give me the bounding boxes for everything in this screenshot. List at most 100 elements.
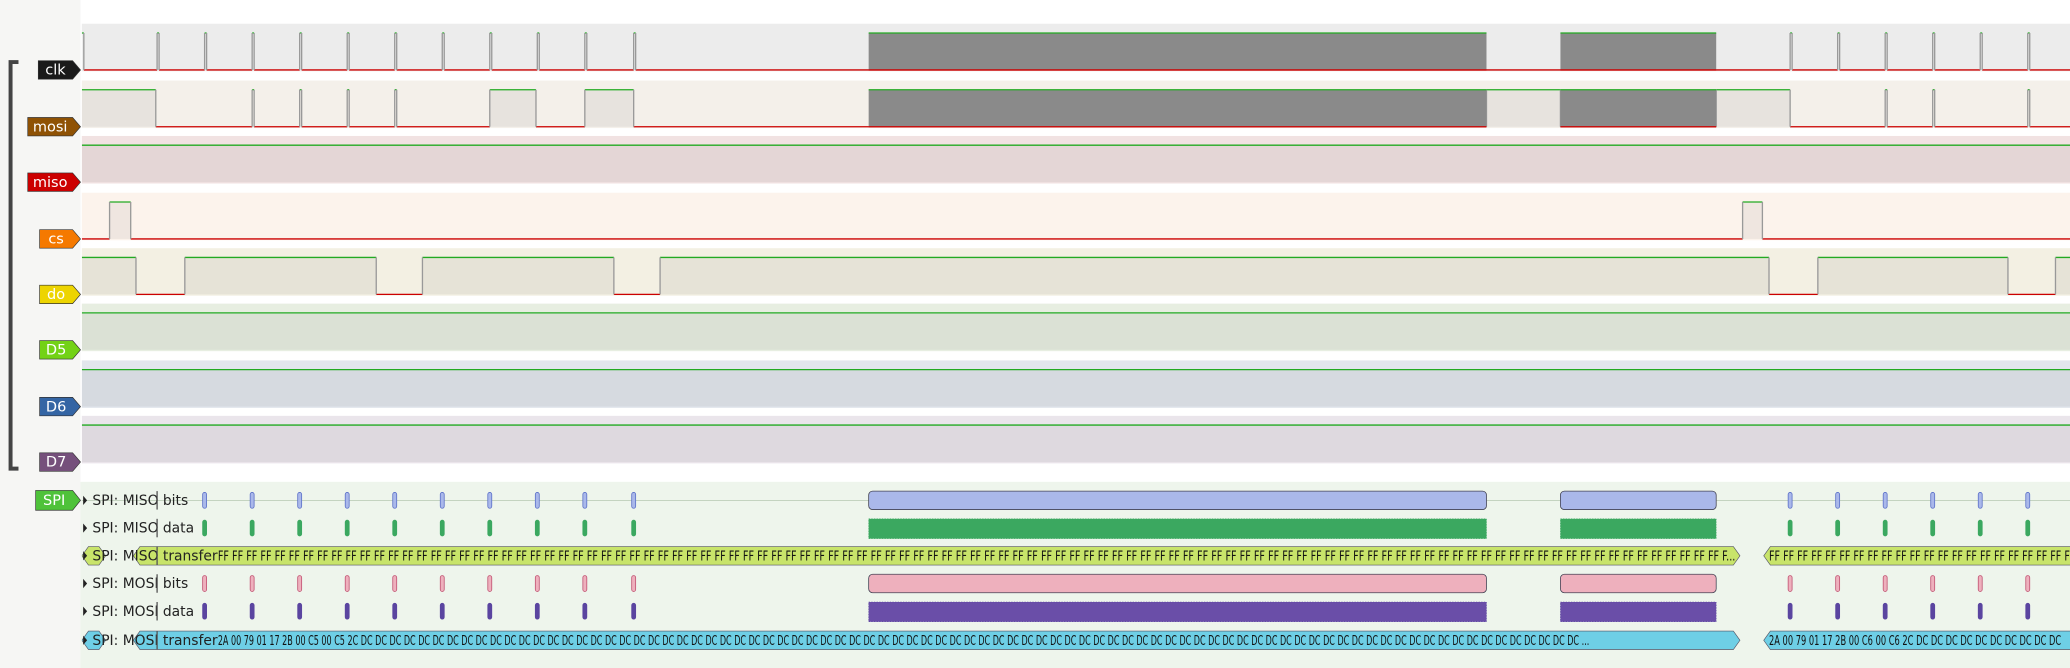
bit-mark <box>202 602 208 620</box>
bit-mark <box>1882 575 1888 592</box>
decoder-row-label: SPI: MISO data <box>92 521 194 537</box>
channel-label: do <box>47 287 65 303</box>
bit-mark <box>1835 519 1841 537</box>
edge <box>108 201 1764 239</box>
channel-tag <box>39 284 81 304</box>
bit-mark <box>439 602 445 620</box>
bit-mark <box>487 519 493 537</box>
bit-mark <box>249 602 255 620</box>
bits-block <box>1560 490 1717 510</box>
bit-mark <box>392 519 398 537</box>
transfer-annotation <box>81 630 107 650</box>
high-fill <box>489 89 536 127</box>
bits-block <box>868 490 1487 510</box>
bit-mark <box>1930 575 1936 592</box>
labels: clk mosi miso cs do D5 D6 D7 SPI SPI: MISO bits SP… <box>27 60 218 650</box>
high-fill <box>81 89 156 127</box>
high-fill <box>1817 257 2008 295</box>
row-expander[interactable] <box>83 635 88 645</box>
bit-mark <box>249 519 255 537</box>
channel-label: D5 <box>46 343 66 359</box>
bit-mark <box>297 519 303 537</box>
bit-mark <box>344 492 350 509</box>
bit-mark <box>582 519 588 537</box>
bit-mark <box>534 602 540 620</box>
dense-activity <box>1560 33 1717 70</box>
bit-mark <box>631 519 637 537</box>
bit-mark <box>249 575 255 592</box>
bit-mark <box>487 492 493 509</box>
bit-mark <box>534 492 540 509</box>
data-block <box>1560 518 1717 539</box>
decoder-row-label: SPI: MOSI transfer <box>92 633 218 649</box>
bit-mark <box>631 575 637 592</box>
channel-tag <box>39 397 81 417</box>
bit-mark <box>1787 575 1793 592</box>
row-expander[interactable] <box>83 523 88 533</box>
transfer-annotation <box>1763 546 2070 566</box>
bit-mark <box>297 575 303 592</box>
high-fill <box>81 425 2070 463</box>
transfer-annotation <box>132 630 1741 650</box>
bit-mark <box>297 492 303 509</box>
bit-mark <box>1930 519 1936 537</box>
bit-mark <box>582 602 588 620</box>
transfer-text: 2A 00 79 01 17 2B 00 C6 00 C6 2C DC DC D… <box>1769 634 2061 649</box>
decoder-row-label: SPI: MOSI data <box>92 604 194 620</box>
channel-label: mosi <box>33 119 68 135</box>
high-fill <box>1486 89 1561 127</box>
bit-mark <box>1977 602 1983 620</box>
transfer-annotation <box>81 546 107 566</box>
high-fill <box>184 257 377 295</box>
bits-block <box>868 573 1487 594</box>
channel-band <box>81 303 2070 352</box>
bit-mark <box>297 602 303 620</box>
data-block <box>868 518 1487 539</box>
channel-tag <box>27 172 81 192</box>
decoder-row-label: SPI: MOSI bits <box>92 576 188 592</box>
dense-activity <box>1560 89 1717 127</box>
high-fill <box>81 145 2070 183</box>
bit-mark <box>1977 519 1983 537</box>
bit-mark <box>1787 492 1793 509</box>
bit-mark <box>249 492 255 509</box>
edge <box>135 257 2057 295</box>
high-fill <box>1716 89 1791 127</box>
transfer-text: FF FF FF FF FF FF FF FF FF FF FF FF FF F… <box>1769 549 2070 564</box>
bit-mark <box>534 575 540 592</box>
channel-band <box>81 248 2070 296</box>
decoder-row-label: SPI: MISO bits <box>92 493 188 509</box>
high-fill <box>109 201 131 239</box>
group-bracket <box>8 60 19 471</box>
row-expander[interactable] <box>83 551 88 561</box>
channel-tag <box>39 340 81 360</box>
high-fill <box>81 369 2070 407</box>
channel-band <box>81 360 2070 408</box>
bit-mark <box>487 575 493 592</box>
bit-mark <box>1882 519 1888 537</box>
high-fill <box>2055 257 2070 295</box>
bit-mark <box>344 602 350 620</box>
channel-tag <box>35 490 81 511</box>
bit-mark <box>392 602 398 620</box>
channel-label: SPI <box>43 493 65 509</box>
bit-mark <box>487 602 493 620</box>
bit-mark <box>1882 602 1888 620</box>
channel-band <box>81 192 2070 241</box>
transfer-annotation <box>132 546 1741 566</box>
channel-label: clk <box>45 63 66 79</box>
bit-mark <box>439 519 445 537</box>
bit-mark <box>1930 602 1936 620</box>
bit-mark <box>1882 492 1888 509</box>
dense-activity <box>868 89 1487 127</box>
channel-label: miso <box>33 175 68 191</box>
transfer-text: 2A 00 79 01 17 2B 00 C5 00 C5 2C DC DC D… <box>218 634 1589 649</box>
bit-mark <box>1835 602 1841 620</box>
row-expander[interactable] <box>83 495 88 505</box>
bit-mark <box>631 602 637 620</box>
channel-tag <box>39 452 81 472</box>
row-expander[interactable] <box>83 578 88 589</box>
row-expander[interactable] <box>83 606 88 616</box>
